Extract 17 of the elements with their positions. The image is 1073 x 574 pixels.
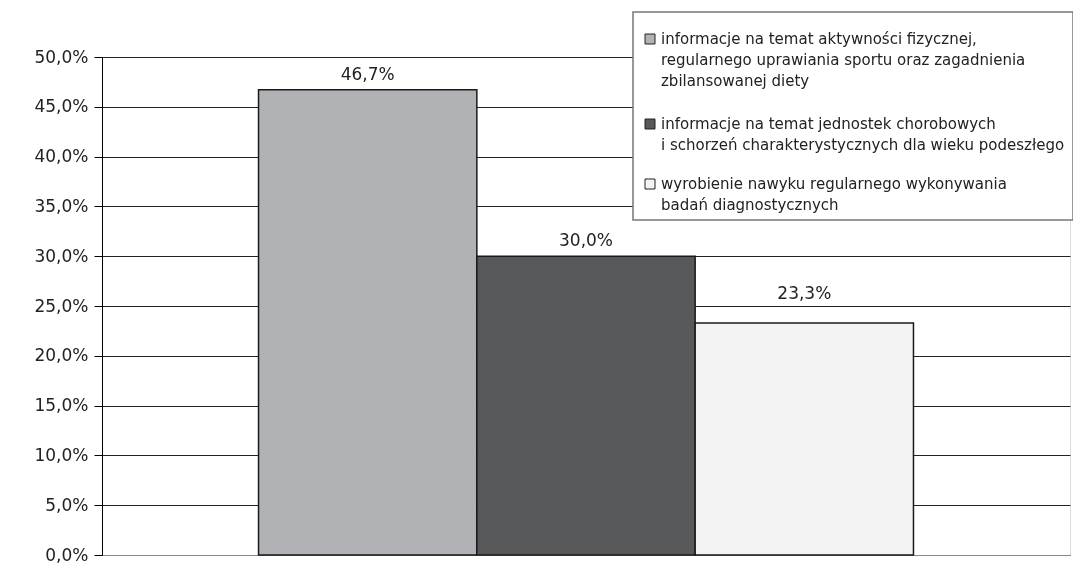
y-tick-label: 20,0%	[34, 345, 89, 366]
data-label: 46,7%	[340, 63, 395, 84]
y-tick-label: 45,0%	[34, 96, 89, 117]
data-label: 30,0%	[558, 230, 614, 251]
data-label: 23,3%	[777, 282, 832, 303]
legend-label: informacje na temat aktywności fizycznej, regularnego uprawiania sportu oraz zagadnienia zbilansowanej diety	[661, 30, 1026, 90]
y-tick-label: 25,0%	[34, 295, 89, 316]
y-tick-label: 10,0%	[34, 444, 89, 465]
y-tick-label: 40,0%	[34, 146, 89, 167]
y-tick-label: 35,0%	[34, 195, 89, 216]
y-tick-label: 5,0%	[45, 494, 89, 515]
y-tick-label: 15,0%	[34, 395, 89, 416]
y-tick-label: 30,0%	[34, 245, 89, 266]
legend-label: informacje na temat jednostek chorobowych i schorzeń charakterystycznych dla wieku podeszłego	[661, 115, 1065, 154]
y-tick-label: 0,0%	[45, 544, 89, 565]
y-tick-label: 50,0%	[34, 46, 89, 67]
legend-label: wyrobienie nawyku regularnego wykonywania badań diagnostycznych	[661, 175, 1007, 214]
